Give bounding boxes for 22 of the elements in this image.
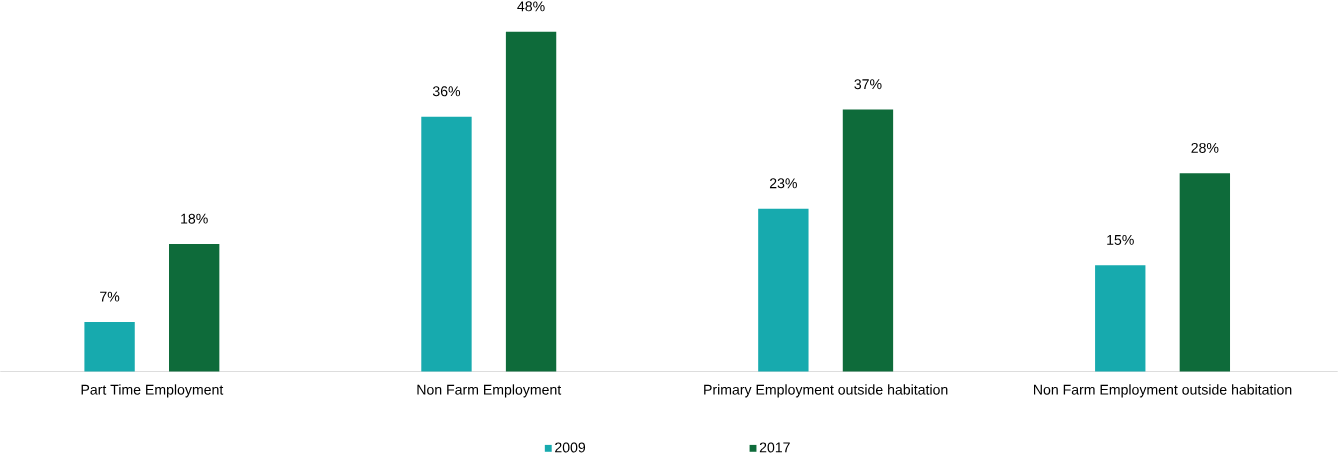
bar bbox=[758, 208, 809, 372]
data-label: 28% bbox=[1191, 143, 1219, 154]
data-label: 7% bbox=[100, 291, 120, 302]
data-label: 15% bbox=[1107, 235, 1134, 246]
data-label: 36% bbox=[432, 86, 461, 97]
data-label: 37% bbox=[854, 79, 882, 90]
bar bbox=[169, 244, 220, 372]
bar bbox=[505, 31, 557, 372]
x-tick-label: Primary Employment outside habitation bbox=[704, 384, 948, 398]
data-label: 18% bbox=[181, 213, 208, 224]
bar bbox=[421, 116, 472, 372]
bar bbox=[84, 322, 135, 372]
data-label: 48% bbox=[517, 1, 545, 12]
x-tick-label: Non Farm Employment outside habitation bbox=[1034, 384, 1292, 398]
x-tick-label: Part Time Employment bbox=[81, 384, 224, 398]
x-tick-label: Non Farm Employment bbox=[417, 384, 562, 398]
data-label: 23% bbox=[769, 178, 797, 189]
legend-label: 2009 bbox=[555, 442, 586, 453]
bar bbox=[842, 109, 894, 372]
legend-label: 2017 bbox=[759, 442, 790, 453]
bar bbox=[1095, 265, 1146, 372]
bar bbox=[1179, 173, 1231, 372]
